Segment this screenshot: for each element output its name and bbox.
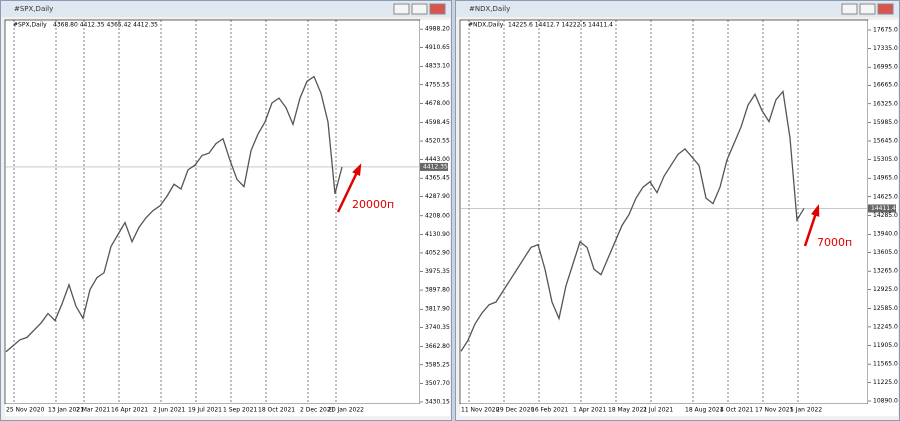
y-tick-label: 4287.90 bbox=[425, 193, 450, 200]
y-tick-label: 4520.55 bbox=[425, 138, 450, 145]
x-tick-label: 2 Dec 2021 bbox=[300, 407, 335, 414]
y-tick-label: 4208.00 bbox=[425, 212, 450, 219]
arrow-head bbox=[352, 163, 362, 176]
y-tick-label: 3585.25 bbox=[425, 361, 450, 368]
plot-area bbox=[459, 19, 869, 405]
y-tick-label: 4365.45 bbox=[425, 175, 450, 182]
y-tick-label: 12925.0 bbox=[873, 286, 898, 293]
x-tick-label: 5 Jan 2022 bbox=[790, 407, 822, 414]
y-tick-label: 10890.0 bbox=[873, 398, 898, 405]
annotation: 7000п bbox=[817, 236, 852, 249]
x-tick-label: 2 Mar 2021 bbox=[76, 407, 110, 414]
y-tick-label: 13940.0 bbox=[873, 231, 898, 238]
window-button[interactable] bbox=[877, 3, 894, 15]
x-tick-label: 17 Nov 2021 bbox=[755, 407, 794, 414]
window-button[interactable] bbox=[429, 3, 446, 15]
x-tick-label: 18 Oct 2021 bbox=[258, 407, 295, 414]
y-tick-label: 3897.80 bbox=[425, 287, 450, 294]
y-tick-label: 3430.15 bbox=[425, 398, 450, 405]
chart-symbol: #NDX,Daily bbox=[468, 22, 504, 29]
arrow-head bbox=[811, 204, 820, 217]
y-tick-label: 12245.0 bbox=[873, 323, 898, 330]
x-tick-label: 18 Aug 2021 bbox=[685, 407, 724, 414]
price-label: 4412.35 bbox=[423, 163, 448, 170]
y-tick-label: 16325.0 bbox=[873, 100, 898, 107]
window-button[interactable] bbox=[393, 3, 410, 15]
ohlc-info: 14225.6 14412.7 14222.5 14411.4 bbox=[508, 22, 613, 29]
y-tick-label: 4443.00 bbox=[425, 156, 450, 163]
chart-symbol: #SPX,Daily bbox=[13, 22, 47, 29]
date-area bbox=[460, 404, 898, 416]
x-tick-label: 1 Sep 2021 bbox=[223, 407, 257, 414]
y-tick-label: 4755.55 bbox=[425, 81, 450, 88]
window-title: #NDX,Daily bbox=[469, 5, 510, 13]
y-tick-label: 4988.20 bbox=[425, 26, 450, 33]
y-tick-label: 13265.0 bbox=[873, 268, 898, 275]
price-line bbox=[5, 75, 343, 353]
y-tick-label: 14625.0 bbox=[873, 193, 898, 200]
y-tick-label: 17675.0 bbox=[873, 26, 898, 33]
price-label-box bbox=[868, 204, 896, 213]
window-button[interactable] bbox=[859, 3, 876, 15]
x-tick-label: 20 Jan 2022 bbox=[328, 407, 364, 414]
y-tick-label: 4598.45 bbox=[425, 119, 450, 126]
y-tick-label: 16665.0 bbox=[873, 82, 898, 89]
x-tick-label: 2 Jul 2021 bbox=[643, 407, 673, 414]
y-tick-label: 15305.0 bbox=[873, 156, 898, 163]
plot-area bbox=[4, 19, 421, 405]
y-tick-label: 4130.90 bbox=[425, 231, 450, 238]
x-tick-label: 25 Nov 2020 bbox=[6, 407, 45, 414]
x-tick-label: 11 Nov 2020 bbox=[461, 407, 500, 414]
y-tick-label: 3975.35 bbox=[425, 268, 450, 275]
title-bar bbox=[456, 1, 899, 17]
y-tick-label: 16995.0 bbox=[873, 64, 898, 71]
y-tick-label: 15985.0 bbox=[873, 119, 898, 126]
price-label-box bbox=[420, 162, 448, 171]
y-tick-label: 3507.70 bbox=[425, 380, 450, 387]
window-title: #SPX,Daily bbox=[14, 5, 53, 13]
x-tick-label: 13 Jan 2021 bbox=[48, 407, 84, 414]
y-tick-label: 11565.0 bbox=[873, 361, 898, 368]
y-tick-label: 4052.90 bbox=[425, 249, 450, 256]
y-tick-label: 14285.0 bbox=[873, 212, 898, 219]
y-tick-label: 11905.0 bbox=[873, 342, 898, 349]
y-tick-label: 4910.65 bbox=[425, 44, 450, 51]
window-button[interactable] bbox=[841, 3, 858, 15]
x-tick-label: 2 Jun 2021 bbox=[153, 407, 185, 414]
y-tick-label: 4833.10 bbox=[425, 63, 450, 70]
x-tick-label: 1 Apr 2021 bbox=[573, 407, 606, 414]
y-tick-label: 3740.35 bbox=[425, 324, 450, 331]
annotation: 20000п bbox=[352, 198, 394, 211]
y-tick-label: 13605.0 bbox=[873, 249, 898, 256]
y-tick-label: 3817.90 bbox=[425, 306, 450, 313]
x-tick-label: 16 Apr 2021 bbox=[111, 407, 148, 414]
ohlc-info: 4368.80 4412.35 4365.42 4412.35 bbox=[53, 22, 158, 29]
x-tick-label: 16 Feb 2021 bbox=[531, 407, 569, 414]
price-line bbox=[460, 89, 805, 352]
x-tick-label: 4 Oct 2021 bbox=[720, 407, 753, 414]
price-label: 14411.4 bbox=[871, 205, 896, 212]
y-tick-label: 11225.0 bbox=[873, 379, 898, 386]
x-tick-label: 29 Dec 2020 bbox=[496, 407, 535, 414]
y-tick-label: 4678.00 bbox=[425, 100, 450, 107]
y-tick-label: 14965.0 bbox=[873, 175, 898, 182]
y-tick-label: 17335.0 bbox=[873, 45, 898, 52]
y-tick-label: 15645.0 bbox=[873, 137, 898, 144]
x-tick-label: 18 May 2021 bbox=[608, 407, 647, 414]
date-area bbox=[5, 404, 450, 416]
y-tick-label: 3662.80 bbox=[425, 343, 450, 350]
y-tick-label: 12585.0 bbox=[873, 305, 898, 312]
x-tick-label: 19 Jul 2021 bbox=[188, 407, 222, 414]
axis-area bbox=[420, 20, 450, 404]
window-button[interactable] bbox=[411, 3, 428, 15]
title-bar bbox=[1, 1, 451, 17]
